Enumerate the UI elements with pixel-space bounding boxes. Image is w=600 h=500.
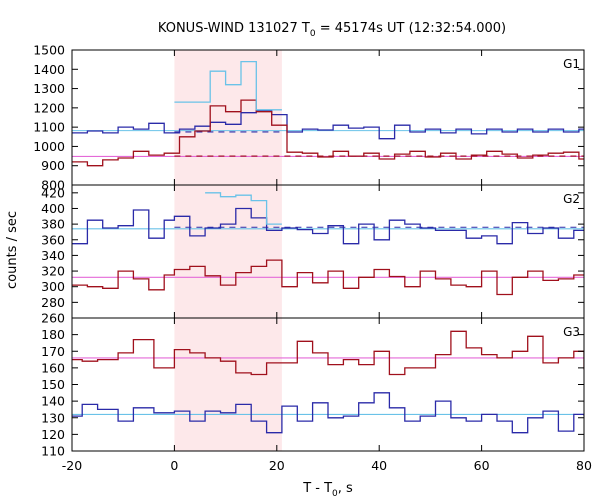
- title-subscript: 0: [310, 29, 316, 39]
- series-red-g2: [72, 259, 584, 296]
- xlabel-subscript: 0: [332, 489, 338, 499]
- y-tick-label: 300: [41, 279, 65, 294]
- title-main: KONUS-WIND 131027 T: [158, 21, 310, 36]
- panel-g2: [72, 192, 584, 296]
- y-tick-label: 340: [41, 248, 65, 263]
- series-blue-g3: [72, 392, 584, 434]
- title-rest: = 45174s UT (12:32:54.000): [316, 21, 506, 36]
- panel-label: G3: [563, 325, 580, 339]
- y-tick-label: 150: [41, 377, 65, 392]
- series-blue-g1: [72, 110, 584, 140]
- x-tick-label: 20: [269, 458, 285, 473]
- y-tick-label: 1300: [33, 81, 65, 96]
- series-blue-g2: [72, 207, 584, 245]
- labels-layer: KONUS-WIND 131027 T0 = 45174s UT (12:32:…: [5, 21, 592, 499]
- panel-g1: [72, 60, 584, 167]
- y-tick-label: 420: [41, 185, 65, 200]
- y-tick-label: 320: [41, 264, 65, 279]
- y-tick-label: 900: [41, 158, 65, 173]
- panel-label: G1: [563, 57, 580, 71]
- y-axis-label: counts / sec: [5, 211, 20, 289]
- panel-g3: [72, 330, 584, 434]
- x-tick-label: -20: [62, 458, 82, 473]
- y-tick-label: 160: [41, 360, 65, 375]
- series-red-g1: [72, 99, 584, 167]
- series-layer: [72, 60, 584, 434]
- highlight-layer: [174, 50, 282, 451]
- panel-frame: [71, 49, 585, 186]
- xlabel-main: T - T: [302, 481, 332, 496]
- y-tick-label: 360: [41, 232, 65, 247]
- x-tick-label: 60: [474, 458, 490, 473]
- chart-title: KONUS-WIND 131027 T0 = 45174s UT (12:32:…: [158, 21, 506, 39]
- y-tick-label: 180: [41, 327, 65, 342]
- highlight-interval: [174, 50, 282, 451]
- x-axis-label: T - T0, s: [302, 481, 353, 499]
- panel-frame: [71, 317, 585, 452]
- y-tick-label: 1400: [33, 62, 65, 77]
- xlabel-rest: , s: [338, 481, 353, 496]
- x-tick-label: 40: [371, 458, 387, 473]
- axes-layer: [71, 49, 585, 452]
- y-tick-label: 1000: [33, 139, 65, 154]
- y-tick-label: 800: [41, 178, 65, 193]
- series-red-g3: [72, 330, 584, 376]
- y-tick-label: 140: [41, 394, 65, 409]
- x-tick-label: 0: [170, 458, 178, 473]
- series-light_blue-g2: [205, 192, 282, 225]
- y-tick-label: 130: [41, 410, 65, 425]
- y-tick-label: 260: [41, 311, 65, 326]
- y-tick-label: 280: [41, 295, 65, 310]
- y-tick-label: 400: [41, 201, 65, 216]
- panel-label: G2: [563, 192, 580, 206]
- y-tick-label: 170: [41, 344, 65, 359]
- x-tick-label: 80: [576, 458, 592, 473]
- y-tick-label: 1200: [33, 100, 65, 115]
- y-tick-label: 380: [41, 217, 65, 232]
- y-tick-label: 120: [41, 427, 65, 442]
- y-tick-label: 110: [41, 444, 65, 459]
- y-tick-label: 1500: [33, 43, 65, 58]
- panel-frame: [71, 184, 585, 319]
- series-light_blue-g1: [174, 60, 282, 111]
- y-tick-label: 1100: [33, 120, 65, 135]
